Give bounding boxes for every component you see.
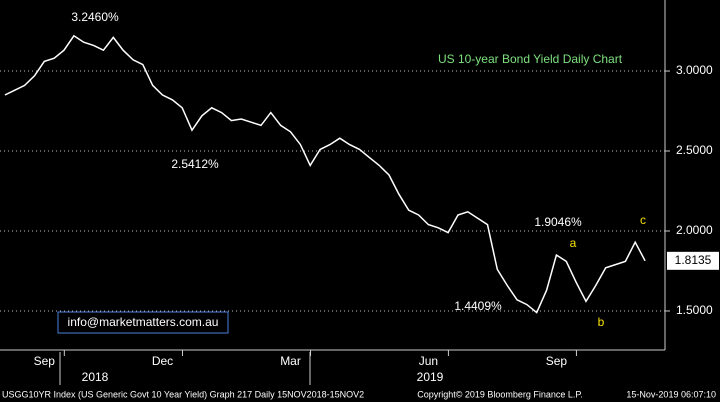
contact-box (57, 311, 229, 334)
year-label: 2019 (417, 370, 444, 384)
x-tick-label: Sep (34, 354, 56, 368)
footer-right: 15-Nov-2019 06:07:10 (626, 389, 716, 399)
footer-left: USGG10YR Index (US Generic Govt 10 Year … (2, 389, 364, 399)
x-tick-label: Mar (280, 354, 301, 368)
last-value-box (667, 251, 719, 270)
annotation: 2.5412% (171, 157, 219, 171)
year-label: 2018 (82, 370, 109, 384)
line-series (4, 34, 646, 314)
x-tick-label: Jun (419, 354, 438, 368)
chart-title: US 10-year Bond Yield Daily Chart (438, 52, 623, 66)
y-tick-label: 3.0000 (676, 63, 713, 77)
footer-center: Copyright© 2019 Bloomberg Finance L.P. (417, 389, 583, 399)
annotation: a (570, 236, 577, 250)
last-value-label: 1.8135 (675, 253, 712, 267)
x-tick-label: Sep (546, 354, 568, 368)
y-tick-label: 2.0000 (676, 223, 713, 237)
annotation: 1.4409% (454, 299, 502, 313)
y-tick-label: 2.5000 (676, 143, 713, 157)
annotation: c (640, 213, 646, 227)
annotation: 3.2460% (71, 10, 119, 24)
annotation: b (598, 315, 605, 329)
annotation: 1.9046% (534, 215, 582, 229)
x-tick-label: Dec (152, 354, 173, 368)
y-tick-label: 1.5000 (676, 303, 713, 317)
contact: info@marketmatters.com.au (68, 315, 219, 329)
